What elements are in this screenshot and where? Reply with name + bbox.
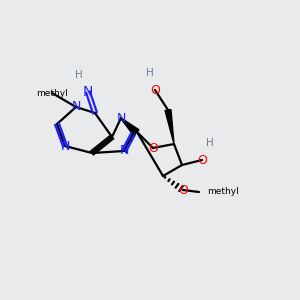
Text: N: N — [71, 100, 81, 113]
Text: N: N — [83, 85, 93, 99]
Text: N: N — [116, 112, 126, 124]
Text: O: O — [148, 142, 158, 154]
Text: H: H — [146, 68, 154, 78]
Text: O: O — [197, 154, 207, 166]
Polygon shape — [121, 118, 139, 134]
Text: O: O — [178, 184, 188, 196]
Polygon shape — [165, 110, 174, 144]
Text: H: H — [206, 138, 214, 148]
Text: methyl: methyl — [36, 88, 68, 98]
Text: O: O — [150, 83, 160, 97]
Text: methyl: methyl — [207, 188, 239, 196]
Text: N: N — [60, 140, 70, 152]
Text: N: N — [119, 145, 129, 158]
Text: H: H — [75, 70, 83, 80]
